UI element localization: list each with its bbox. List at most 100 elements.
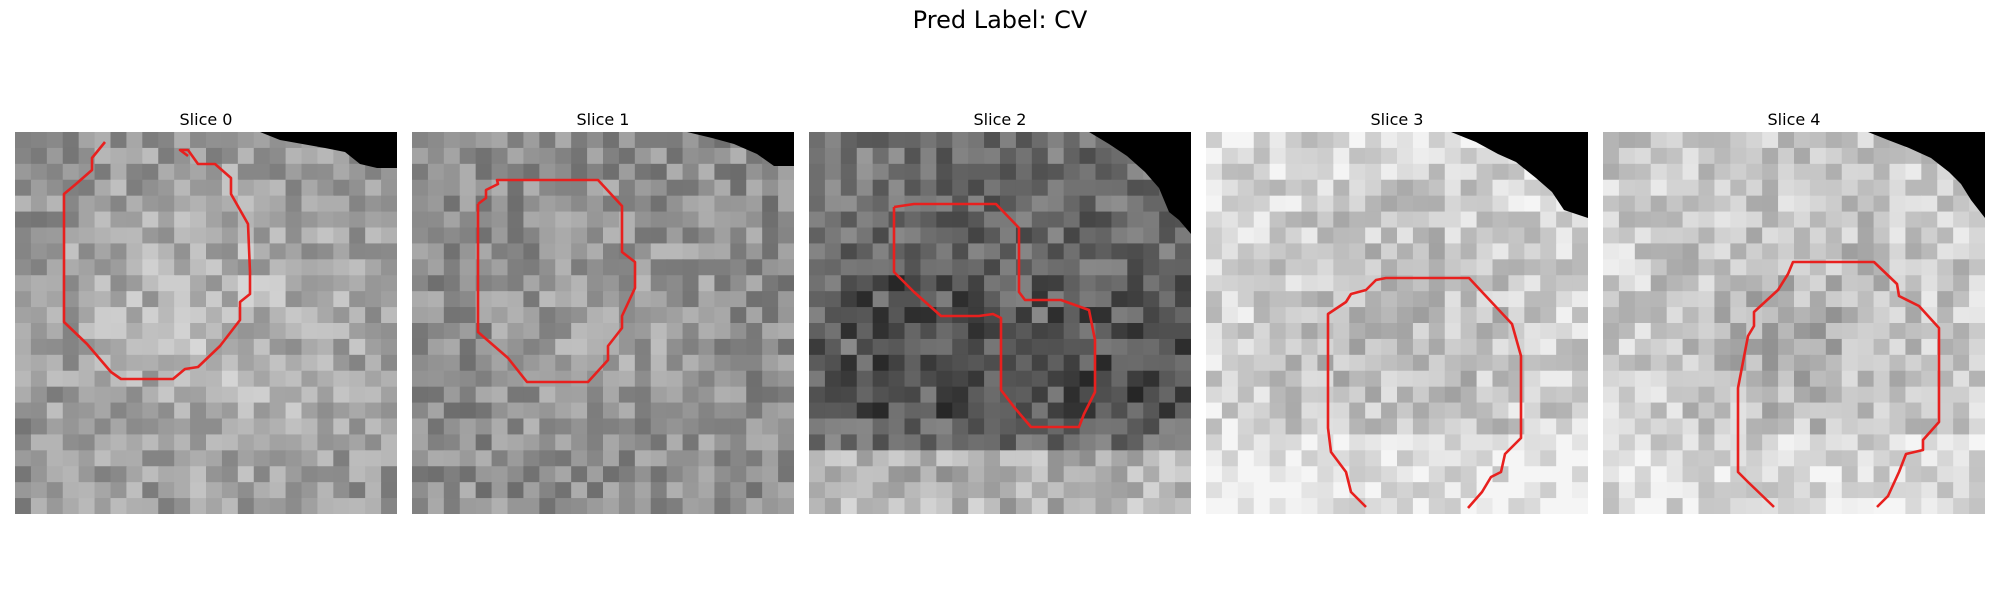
pixel	[1874, 419, 1891, 436]
pixel	[238, 371, 255, 388]
pixel	[190, 180, 207, 197]
pixel	[1064, 228, 1081, 245]
pixel	[1762, 419, 1779, 436]
pixel	[444, 132, 461, 149]
pixel	[1413, 259, 1430, 276]
pixel	[889, 403, 906, 420]
pixel	[63, 450, 80, 467]
pixel	[1333, 196, 1350, 213]
pixel	[730, 371, 747, 388]
pixel	[254, 212, 271, 229]
pixel	[190, 466, 207, 483]
pixel	[126, 323, 143, 340]
pixel	[1810, 371, 1827, 388]
pixel	[1270, 498, 1287, 514]
pixel	[1540, 323, 1557, 340]
pixel	[1032, 307, 1049, 324]
pixel	[952, 275, 969, 292]
pixel	[889, 498, 906, 514]
pixel	[1349, 466, 1366, 483]
pixel	[1762, 228, 1779, 245]
pixel	[1714, 387, 1731, 404]
pixel	[1238, 196, 1255, 213]
pixel	[857, 196, 874, 213]
pixel	[1556, 259, 1573, 276]
pixel	[508, 243, 525, 260]
pixel	[1667, 371, 1684, 388]
pixel	[95, 419, 112, 436]
pixel	[809, 243, 826, 260]
pixel	[571, 275, 588, 292]
pixel	[1794, 323, 1811, 340]
pixel	[1874, 450, 1891, 467]
pixel	[1238, 355, 1255, 372]
pixel	[1508, 387, 1525, 404]
pixel	[1365, 387, 1382, 404]
pixel	[1651, 466, 1668, 483]
pixel	[1461, 196, 1478, 213]
pixel	[1874, 403, 1891, 420]
pixel	[1556, 498, 1573, 514]
pixel	[1096, 339, 1113, 356]
pixel	[1286, 450, 1303, 467]
pixel	[1317, 339, 1334, 356]
pixel	[270, 275, 287, 292]
pixel	[1699, 164, 1716, 181]
pixel	[1683, 387, 1700, 404]
pixel	[873, 419, 890, 436]
pixel	[508, 482, 525, 499]
pixel	[1365, 243, 1382, 260]
pixel	[365, 498, 382, 514]
pixel	[667, 148, 684, 165]
pixel	[762, 323, 779, 340]
pixel	[746, 164, 763, 181]
pixel	[1143, 196, 1160, 213]
pixel	[1111, 498, 1128, 514]
pixel	[683, 434, 700, 451]
pixel	[302, 275, 319, 292]
pixel	[905, 387, 922, 404]
pixel	[1365, 482, 1382, 499]
pixel	[825, 243, 842, 260]
pixel	[492, 275, 509, 292]
pixel	[1937, 228, 1954, 245]
pixel	[1762, 291, 1779, 308]
pixel	[1333, 212, 1350, 229]
pixel	[1842, 275, 1859, 292]
pixel	[95, 450, 112, 467]
pixel	[603, 259, 620, 276]
pixel	[254, 466, 271, 483]
pixel	[555, 371, 572, 388]
pixel	[523, 419, 540, 436]
pixel	[1461, 355, 1478, 372]
pixel	[1159, 355, 1176, 372]
pixel	[190, 291, 207, 308]
pixel	[349, 275, 366, 292]
pixel	[190, 196, 207, 213]
pixel	[1333, 148, 1350, 165]
pixel	[825, 164, 842, 181]
pixel	[1508, 291, 1525, 308]
pixel	[1890, 355, 1907, 372]
pixel	[1286, 419, 1303, 436]
pixel	[1238, 132, 1255, 149]
pixel	[936, 450, 953, 467]
pixel	[428, 180, 445, 197]
pixel	[286, 212, 303, 229]
pixel	[317, 164, 334, 181]
pixel	[667, 371, 684, 388]
pixel	[1270, 275, 1287, 292]
pixel	[1524, 323, 1541, 340]
pixel	[1683, 419, 1700, 436]
pixel	[1921, 196, 1938, 213]
pixel	[920, 339, 937, 356]
pixel	[1064, 132, 1081, 149]
pixel	[984, 180, 1001, 197]
pixel	[1842, 450, 1859, 467]
pixel	[1032, 243, 1049, 260]
pixel	[1937, 243, 1954, 260]
pixel	[1842, 228, 1859, 245]
pixel	[1730, 275, 1747, 292]
pixel	[174, 212, 191, 229]
pixel	[1730, 164, 1747, 181]
